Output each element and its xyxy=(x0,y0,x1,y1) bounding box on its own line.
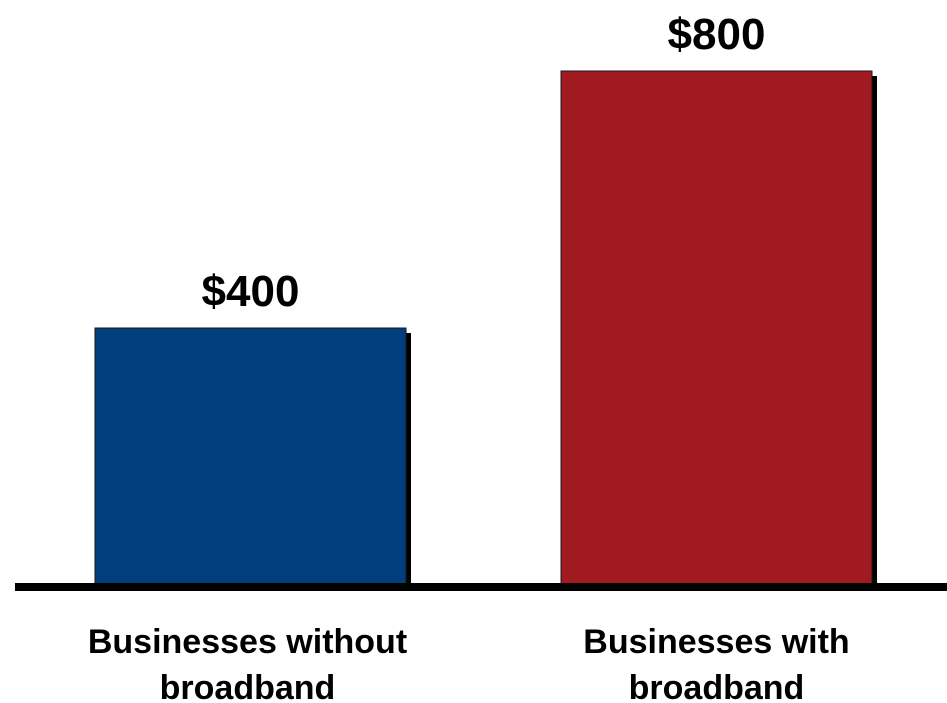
category-label: Businesses without broadband xyxy=(88,623,407,703)
category-label-line: Businesses without xyxy=(88,623,407,661)
bar-with-broadband xyxy=(560,70,873,586)
category-label-line: Businesses with xyxy=(583,623,849,661)
category-label: Businesses with broadband xyxy=(583,623,849,703)
value-labels-layer: $400 $800 xyxy=(202,10,766,316)
value-label: $400 xyxy=(202,267,300,316)
category-label-line: broadband xyxy=(160,669,336,703)
bars-layer xyxy=(94,70,877,586)
bar-without-broadband xyxy=(94,327,407,586)
category-label-line: broadband xyxy=(629,669,805,703)
value-label: $800 xyxy=(668,10,766,59)
